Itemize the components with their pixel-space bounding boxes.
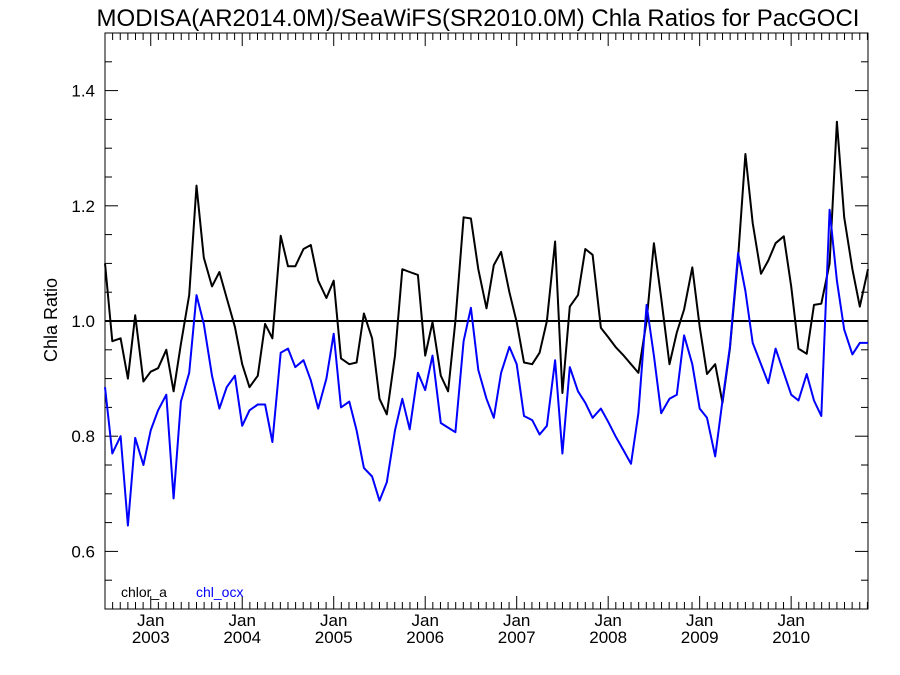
x-tick-label-year: 2007 (498, 628, 536, 647)
y-tick-label: 0.6 (71, 542, 95, 561)
legend-entry-chlor-a: chlor_a (121, 584, 167, 600)
x-tick-label-year: 2006 (406, 628, 444, 647)
x-tick-label-year: 2003 (132, 628, 170, 647)
series-line-chlor-a (104, 120, 869, 416)
y-axis-label: Chla Ratio (41, 278, 61, 362)
series-line-chl-ocx (104, 208, 868, 527)
x-tick-label-month: Jan (229, 611, 256, 630)
x-tick-label-month: Jan (411, 611, 438, 630)
chart-title: MODISA(AR2014.0M)/SeaWiFS(SR2010.0M) Chl… (97, 5, 860, 32)
x-tick-label-month: Jan (686, 611, 713, 630)
x-tick-label-month: Jan (320, 611, 347, 630)
legend-entry-chl-ocx: chl_ocx (196, 584, 243, 600)
series-layer (104, 120, 869, 527)
x-tick-label-month: Jan (594, 611, 621, 630)
x-tick-label-year: 2008 (589, 628, 627, 647)
plot-axes: 0.60.81.01.21.4Jan2003Jan2004Jan2005Jan2… (71, 32, 869, 647)
x-tick-label-year: 2005 (315, 628, 353, 647)
x-tick-label-year: 2009 (681, 628, 719, 647)
x-tick-label-month: Jan (777, 611, 804, 630)
y-tick-label: 1.2 (71, 197, 95, 216)
y-tick-label: 0.8 (71, 427, 95, 446)
y-tick-label: 1.0 (71, 312, 95, 331)
x-tick-label-month: Jan (137, 611, 164, 630)
x-tick-label-year: 2004 (223, 628, 261, 647)
legend: chlor_a chl_ocx (121, 584, 243, 600)
y-tick-label: 1.4 (71, 82, 95, 101)
x-tick-label-year: 2010 (772, 628, 810, 647)
x-tick-label-month: Jan (503, 611, 530, 630)
